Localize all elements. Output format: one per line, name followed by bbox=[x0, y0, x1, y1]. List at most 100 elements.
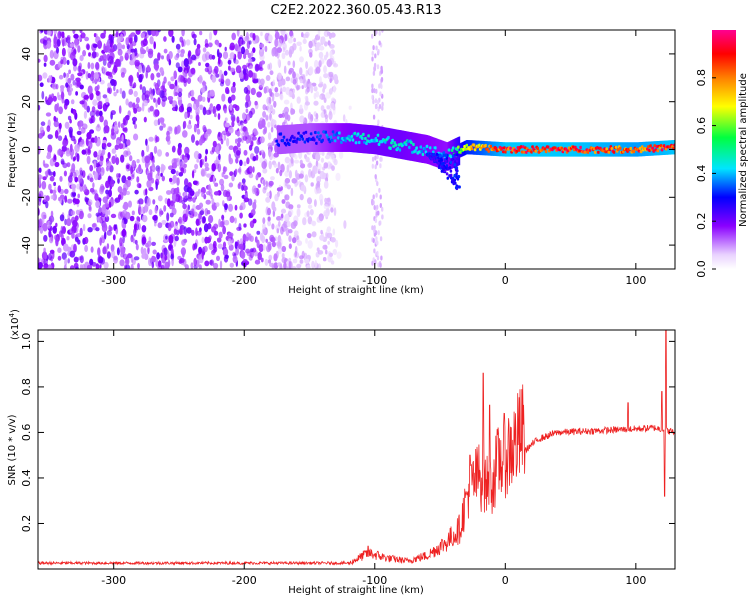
noise-dot bbox=[309, 209, 314, 216]
signal-band-halo bbox=[614, 142, 616, 157]
noise-dot bbox=[92, 182, 95, 189]
noise-dot bbox=[227, 96, 232, 104]
noise-dot bbox=[168, 30, 174, 37]
noise-dot bbox=[155, 181, 158, 191]
noise-dot bbox=[93, 151, 98, 158]
noise-dot bbox=[64, 188, 69, 194]
noise-dot bbox=[298, 107, 304, 115]
noise-dot bbox=[171, 192, 176, 202]
noise-dot bbox=[294, 169, 298, 178]
noise-dot bbox=[254, 63, 260, 72]
noise-dot bbox=[221, 130, 228, 136]
noise-dot bbox=[288, 243, 292, 249]
signal-tail-point bbox=[425, 152, 429, 156]
signal-band-halo bbox=[410, 132, 413, 161]
noise-dot bbox=[254, 100, 258, 106]
noise-dot bbox=[46, 30, 52, 36]
noise-dot bbox=[301, 32, 304, 38]
noise-dot bbox=[137, 262, 140, 269]
noise-dot bbox=[62, 226, 66, 234]
signal-band-point bbox=[415, 146, 419, 150]
noise-dot bbox=[211, 75, 217, 83]
signal-band-halo bbox=[279, 125, 281, 155]
noise-dot bbox=[267, 63, 271, 70]
noise-dot bbox=[325, 249, 328, 255]
noise-dot bbox=[242, 185, 248, 191]
noise-dot bbox=[306, 264, 311, 269]
noise-dot bbox=[131, 160, 136, 168]
noise-dot bbox=[372, 200, 375, 206]
noise-dot bbox=[223, 174, 229, 180]
noise-dot bbox=[277, 39, 283, 48]
noise-dot bbox=[288, 208, 294, 216]
noise-dot bbox=[97, 247, 101, 256]
noise-dot bbox=[376, 250, 379, 256]
noise-dot bbox=[190, 67, 196, 75]
noise-dot bbox=[179, 228, 183, 235]
noise-dot bbox=[231, 116, 236, 122]
noise-dot bbox=[150, 73, 155, 81]
noise-dot bbox=[308, 40, 313, 49]
noise-dot bbox=[311, 231, 317, 238]
noise-dot bbox=[105, 189, 109, 195]
noise-dot bbox=[59, 85, 65, 89]
noise-dot bbox=[98, 110, 103, 117]
noise-dot bbox=[171, 106, 178, 112]
noise-dot bbox=[66, 236, 70, 241]
noise-dot bbox=[146, 197, 151, 207]
signal-band-halo bbox=[335, 123, 337, 152]
noise-dot bbox=[152, 249, 157, 255]
signal-band-point bbox=[360, 136, 365, 140]
noise-dot bbox=[274, 87, 279, 93]
noise-dot bbox=[123, 217, 128, 225]
noise-dot bbox=[154, 222, 157, 227]
noise-dot bbox=[87, 62, 91, 69]
noise-dot bbox=[229, 67, 236, 73]
noise-dot bbox=[102, 222, 107, 229]
noise-dot bbox=[296, 235, 299, 241]
noise-dot bbox=[180, 167, 185, 174]
signal-band-halo bbox=[456, 137, 459, 167]
noise-dot bbox=[326, 59, 333, 68]
noise-dot bbox=[206, 173, 212, 178]
noise-dot bbox=[250, 50, 254, 57]
noise-dot bbox=[55, 236, 59, 245]
noise-dot bbox=[45, 200, 49, 209]
noise-dot bbox=[379, 262, 382, 268]
noise-dot bbox=[63, 72, 66, 78]
noise-dot bbox=[221, 93, 226, 102]
noise-dot bbox=[161, 55, 164, 60]
noise-dot bbox=[174, 235, 179, 242]
noise-dot bbox=[75, 91, 78, 96]
noise-dot bbox=[121, 228, 127, 238]
x-tick-label: -300 bbox=[101, 274, 126, 287]
signal-band-halo bbox=[546, 142, 548, 157]
noise-dot bbox=[87, 85, 93, 95]
noise-dot bbox=[323, 73, 329, 79]
noise-dot bbox=[79, 84, 84, 90]
signal-band-point bbox=[612, 150, 616, 154]
noise-dot bbox=[158, 260, 162, 268]
noise-dot bbox=[371, 56, 374, 62]
signal-band-point bbox=[365, 141, 369, 146]
noise-dot bbox=[191, 54, 197, 61]
noise-dot bbox=[380, 255, 383, 261]
noise-dot bbox=[373, 88, 376, 94]
noise-dot bbox=[204, 166, 210, 172]
noise-dot bbox=[121, 134, 124, 143]
noise-dot bbox=[335, 239, 339, 248]
noise-dot bbox=[124, 264, 131, 269]
noise-dot bbox=[49, 49, 54, 59]
noise-dot bbox=[120, 72, 125, 78]
noise-dot bbox=[129, 37, 133, 44]
signal-band-halo bbox=[621, 142, 624, 157]
signal-band-point bbox=[407, 145, 412, 149]
noise-dot bbox=[128, 101, 134, 108]
noise-dot bbox=[231, 174, 235, 182]
noise-dot bbox=[217, 243, 223, 249]
noise-dot bbox=[122, 204, 126, 209]
noise-dot bbox=[72, 157, 76, 162]
noise-dot bbox=[164, 197, 168, 204]
noise-dot bbox=[276, 241, 282, 247]
noise-dot bbox=[105, 208, 109, 218]
